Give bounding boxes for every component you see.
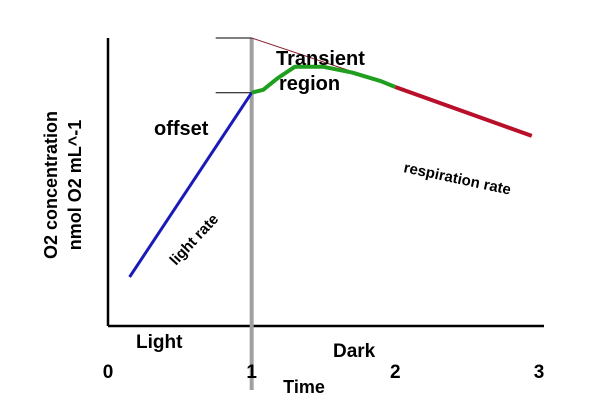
y-axis-title-line-1: O2 concentration [41,111,61,259]
x-tick-label: 3 [534,362,545,383]
extrapolation-line [251,37,360,75]
respiration-rate-label: respiration rate [402,159,512,198]
x-axis-title: Time [283,377,325,397]
offset-label: offset [154,118,209,140]
transient-line [251,64,397,95]
light-region-label: Light [136,332,183,353]
light-rate-label: light rate [166,211,222,269]
x-tick-label: 2 [390,362,401,383]
x-tick-label: 1 [246,362,257,383]
transient-label-line-2: region [279,73,340,95]
y-axis-title-line-2: nmol O2 mL^-1 [65,120,85,251]
respiration-rate-line [394,85,533,138]
x-tick-label: 0 [103,362,114,383]
transient-label-line-1: Transient [276,48,365,70]
dark-region-label: Dark [333,341,376,362]
light-rate-line [128,91,253,278]
